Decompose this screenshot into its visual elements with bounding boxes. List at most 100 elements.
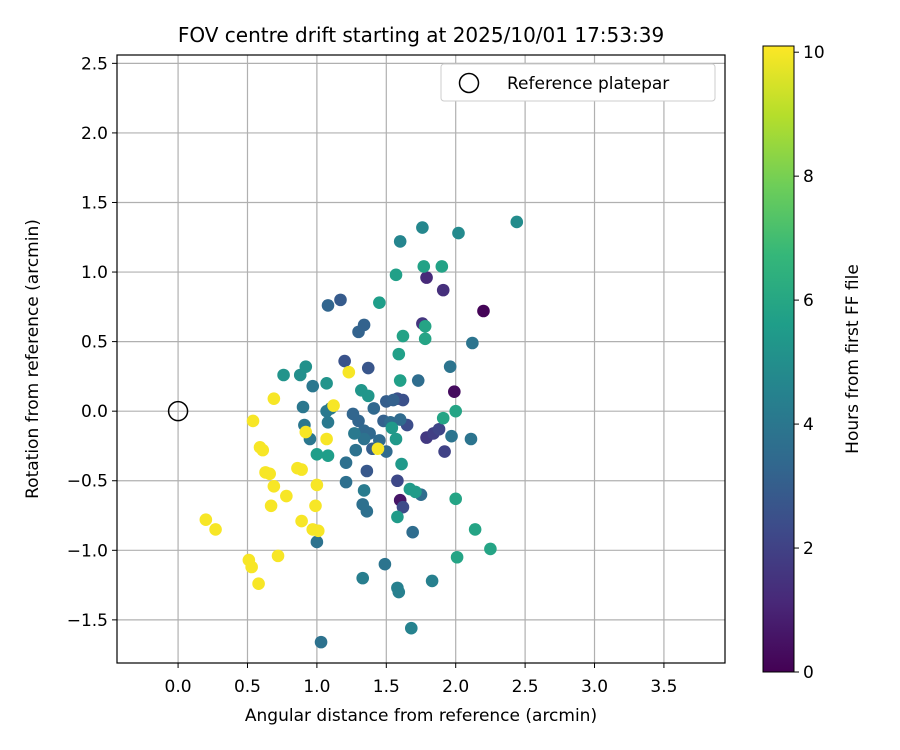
data-point bbox=[320, 432, 333, 446]
data-point bbox=[271, 549, 285, 563]
data-point bbox=[432, 422, 446, 436]
data-point bbox=[449, 404, 463, 418]
x-tick-label: 0.0 bbox=[165, 677, 192, 697]
chart-title: FOV centre drift starting at 2025/10/01 … bbox=[178, 23, 664, 47]
data-point bbox=[339, 475, 353, 489]
data-point bbox=[477, 304, 490, 318]
data-point bbox=[425, 574, 439, 588]
reference-platepar-marker bbox=[167, 400, 189, 422]
data-point bbox=[371, 442, 385, 456]
data-point bbox=[404, 621, 418, 635]
y-tick-label: 1.0 bbox=[81, 263, 108, 283]
data-point bbox=[395, 457, 408, 471]
data-point bbox=[391, 510, 404, 524]
plot-area-frame bbox=[116, 54, 726, 664]
colorbar-label: Hours from first FF file bbox=[843, 264, 863, 454]
grid bbox=[117, 55, 725, 663]
data-point bbox=[209, 523, 222, 536]
data-point bbox=[252, 577, 265, 590]
data-point bbox=[416, 221, 429, 234]
data-point bbox=[311, 524, 325, 538]
x-tick-label: 2.5 bbox=[512, 677, 539, 697]
data-point bbox=[349, 443, 363, 457]
data-point bbox=[386, 393, 400, 407]
data-point bbox=[314, 635, 328, 649]
data-point bbox=[367, 402, 381, 415]
data-point bbox=[267, 392, 281, 405]
colorbar: 0 2 4 6 8 10 Hours from first FF file bbox=[762, 43, 863, 683]
data-point bbox=[338, 354, 351, 368]
data-point bbox=[449, 492, 463, 506]
data-point bbox=[450, 550, 464, 564]
legend-label: Reference platepar bbox=[507, 74, 669, 94]
data-point bbox=[393, 235, 407, 248]
data-point bbox=[406, 525, 419, 539]
data-point bbox=[464, 432, 478, 446]
data-point bbox=[420, 271, 433, 284]
data-point bbox=[245, 560, 258, 574]
data-point bbox=[321, 299, 335, 312]
data-point bbox=[310, 478, 324, 492]
data-point bbox=[267, 480, 281, 493]
data-point bbox=[296, 400, 310, 414]
data-point bbox=[348, 427, 361, 440]
data-point bbox=[356, 498, 369, 511]
data-point bbox=[389, 432, 403, 446]
data-point bbox=[309, 499, 322, 513]
data-point bbox=[443, 360, 457, 373]
data-point bbox=[295, 463, 308, 476]
data-point bbox=[466, 336, 479, 350]
data-point bbox=[378, 557, 392, 571]
data-point bbox=[392, 347, 406, 361]
data-point bbox=[360, 464, 374, 478]
data-point bbox=[256, 443, 270, 457]
x-axis-ticks: 0.0 0.5 1.0 1.5 2.0 2.5 3.0 3.5 bbox=[165, 663, 677, 697]
data-point bbox=[327, 399, 340, 412]
y-tick-label: 2.5 bbox=[81, 54, 108, 74]
data-point bbox=[356, 571, 369, 585]
data-point bbox=[277, 368, 290, 382]
data-point bbox=[438, 445, 451, 458]
data-point bbox=[385, 421, 399, 435]
y-tick-label: −1.5 bbox=[67, 611, 108, 631]
data-point bbox=[510, 215, 524, 229]
data-point bbox=[396, 393, 410, 407]
data-point bbox=[396, 329, 410, 343]
colorbar-gradient bbox=[762, 45, 795, 673]
colorbar-tick-label: 4 bbox=[803, 415, 814, 435]
data-points bbox=[167, 215, 524, 649]
data-point bbox=[321, 416, 335, 429]
data-point bbox=[392, 585, 406, 599]
data-point bbox=[299, 425, 313, 439]
y-tick-label: −0.5 bbox=[67, 472, 108, 492]
data-point bbox=[417, 260, 431, 273]
x-tick-label: 1.5 bbox=[373, 677, 400, 697]
data-point bbox=[339, 456, 353, 469]
legend: Reference platepar bbox=[440, 63, 716, 102]
colorbar-tick-label: 8 bbox=[803, 167, 814, 187]
data-point bbox=[418, 320, 432, 333]
data-point bbox=[334, 293, 347, 307]
colorbar-ticks: 0 2 4 6 8 10 bbox=[794, 43, 825, 683]
data-point bbox=[393, 413, 407, 426]
x-tick-label: 1.0 bbox=[303, 677, 330, 697]
legend-marker bbox=[458, 72, 480, 94]
data-point bbox=[418, 332, 432, 346]
data-point bbox=[263, 467, 276, 481]
data-point bbox=[357, 432, 371, 446]
data-point bbox=[452, 226, 465, 240]
data-point bbox=[448, 385, 461, 398]
data-point bbox=[264, 499, 278, 513]
data-point bbox=[373, 296, 386, 309]
colorbar-tick-label: 2 bbox=[803, 539, 814, 559]
y-tick-label: −1.0 bbox=[67, 541, 108, 561]
x-axis-label: Angular distance from reference (arcmin) bbox=[245, 706, 597, 726]
colorbar-tick-label: 10 bbox=[803, 43, 825, 63]
data-point bbox=[389, 268, 403, 282]
x-tick-label: 3.5 bbox=[650, 677, 677, 697]
data-point bbox=[468, 523, 482, 536]
data-point bbox=[280, 489, 293, 503]
data-point bbox=[246, 414, 260, 428]
data-point bbox=[342, 365, 356, 379]
data-point bbox=[411, 374, 425, 387]
